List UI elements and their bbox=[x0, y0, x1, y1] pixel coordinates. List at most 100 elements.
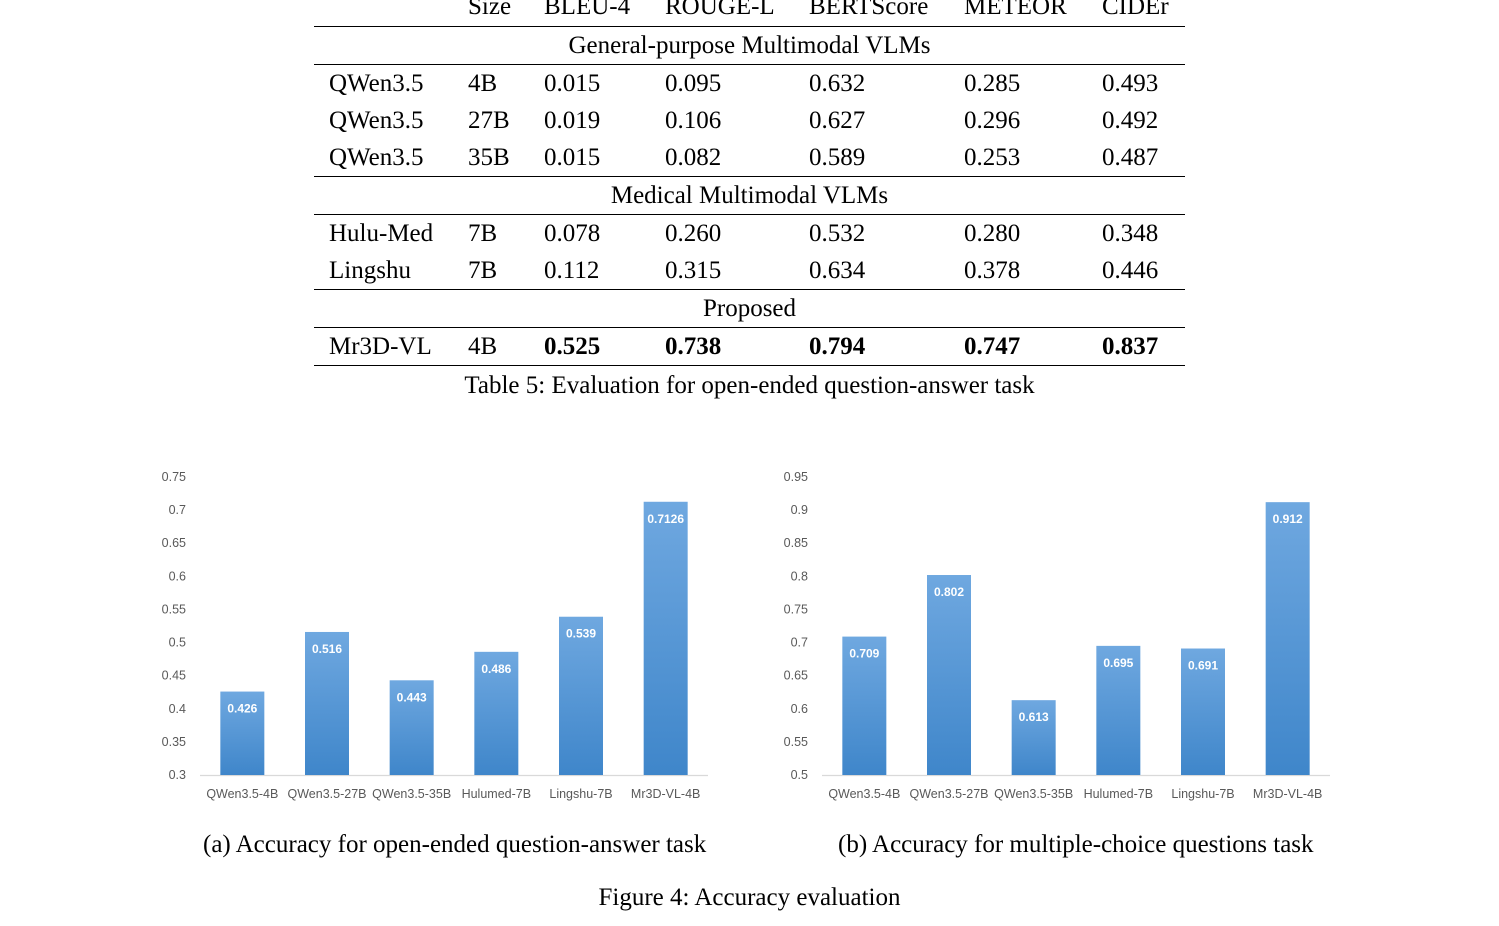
y-tick-label: 0.4 bbox=[169, 702, 186, 716]
results-table: Size BLEU-4 ROUGE-L BERTScore METEOR CID… bbox=[314, 0, 1185, 366]
section-title: Medical Multimodal VLMs bbox=[314, 176, 1185, 215]
cell-cider: 0.837 bbox=[1102, 327, 1185, 366]
cell-model: QWen3.5 bbox=[329, 107, 424, 134]
cell-bertscore: 0.632 bbox=[809, 70, 866, 97]
cell-bleu4: 0.015 bbox=[544, 139, 665, 177]
y-tick-label: 0.6 bbox=[791, 702, 808, 716]
cell-bleu4: 0.078 bbox=[544, 220, 601, 247]
y-tick-label: 0.7 bbox=[169, 503, 186, 517]
y-tick-label: 0.8 bbox=[791, 569, 808, 583]
cell-meteor: 0.747 bbox=[964, 327, 1102, 366]
cell-cider: 0.446 bbox=[1102, 252, 1185, 290]
cell-size: 7B bbox=[468, 252, 544, 290]
bar bbox=[474, 651, 519, 775]
cell-size: 4B bbox=[468, 327, 544, 366]
y-tick-label: 0.5 bbox=[169, 636, 186, 650]
cell-meteor: 0.296 bbox=[964, 107, 1021, 134]
header-bertscore: BERTScore bbox=[809, 0, 964, 27]
cell-bertscore: 0.532 bbox=[809, 220, 866, 247]
section-title-row: Proposed bbox=[314, 289, 1185, 328]
table-header-row: Size BLEU-4 ROUGE-L BERTScore METEOR CID… bbox=[314, 0, 1185, 27]
bar bbox=[1011, 700, 1056, 775]
table-caption: Table 5: Evaluation for open-ended quest… bbox=[464, 372, 1035, 399]
header-size: Size bbox=[468, 0, 544, 27]
cell-size: 35B bbox=[468, 139, 544, 177]
cell-bleu4: 0.019 bbox=[544, 107, 601, 134]
subfigure-caption-a: (a) Accuracy for open-ended question-ans… bbox=[203, 831, 707, 858]
section-title-row: Medical Multimodal VLMs bbox=[314, 176, 1185, 215]
y-tick-label: 0.5 bbox=[791, 768, 808, 782]
table-row: QWen3.5 4B 0.015 0.095 0.632 0.285 0.493 bbox=[314, 65, 1185, 103]
cell-size: 27B bbox=[468, 107, 510, 134]
cell-bleu4: 0.015 bbox=[544, 70, 601, 97]
cell-rougel: 0.260 bbox=[665, 220, 722, 247]
cell-model: QWen3.5 bbox=[314, 139, 468, 177]
x-tick-label: Mr3D-VL-4B bbox=[631, 787, 700, 801]
cell-bleu4: 0.112 bbox=[544, 252, 665, 290]
bar-data-label: 0.695 bbox=[1103, 656, 1133, 670]
table-row: QWen3.5 35B 0.015 0.082 0.589 0.253 0.48… bbox=[314, 139, 1185, 177]
bar-data-label: 0.613 bbox=[1019, 710, 1049, 724]
bar bbox=[927, 575, 971, 775]
x-tick-label: Hulumed-7B bbox=[462, 787, 531, 801]
bar-data-label: 0.516 bbox=[312, 642, 342, 656]
bar-data-label: 0.802 bbox=[934, 585, 964, 599]
chart-multiple-choice-accuracy: 0.5 0.55 0.6 0.65 0.7 0.75 0.8 0.85 0.9 0.95 0.709… bbox=[784, 470, 1330, 801]
cell-meteor: 0.285 bbox=[964, 70, 1021, 97]
cell-meteor: 0.253 bbox=[964, 139, 1102, 177]
bar bbox=[389, 680, 434, 775]
header-bleu4: BLEU-4 bbox=[544, 0, 665, 27]
y-tick-label: 0.75 bbox=[784, 602, 808, 616]
bar-data-label: 0.709 bbox=[849, 647, 879, 661]
figure-caption: Figure 4: Accuracy evaluation bbox=[598, 884, 901, 911]
bar bbox=[305, 631, 349, 775]
cell-size: 4B bbox=[468, 70, 498, 97]
cell-rougel: 0.738 bbox=[665, 327, 809, 366]
x-tick-label: QWen3.5-35B bbox=[372, 787, 451, 801]
cell-rougel: 0.082 bbox=[665, 139, 809, 177]
x-tick-label: QWen3.5-27B bbox=[288, 787, 367, 801]
y-tick-label: 0.9 bbox=[791, 503, 808, 517]
bar-data-label: 0.443 bbox=[397, 690, 427, 704]
cell-bertscore: 0.794 bbox=[809, 327, 964, 366]
x-tick-label: Lingshu-7B bbox=[1171, 787, 1234, 801]
cell-model: QWen3.5 bbox=[329, 70, 424, 97]
y-tick-label: 0.65 bbox=[784, 669, 808, 683]
y-tick-label: 0.75 bbox=[162, 470, 186, 484]
header-model bbox=[314, 0, 468, 27]
x-tick-label: QWen3.5-4B bbox=[206, 787, 278, 801]
cell-rougel: 0.106 bbox=[665, 107, 722, 134]
cell-model: Mr3D-VL bbox=[314, 327, 468, 366]
bar bbox=[1181, 648, 1225, 775]
table-row: QWen3.5 27B 0.019 0.106 0.627 0.296 0.49… bbox=[314, 102, 1185, 139]
bar bbox=[1096, 645, 1141, 775]
cell-cider: 0.493 bbox=[1102, 70, 1159, 97]
cell-cider: 0.348 bbox=[1102, 220, 1159, 247]
cell-bertscore: 0.634 bbox=[809, 252, 964, 290]
y-tick-label: 0.7 bbox=[791, 636, 808, 650]
cell-meteor: 0.280 bbox=[964, 220, 1021, 247]
subfigure-caption-b: (b) Accuracy for multiple-choice questio… bbox=[838, 831, 1314, 858]
y-tick-label: 0.35 bbox=[162, 735, 186, 749]
cell-model: Hulu-Med bbox=[329, 220, 434, 247]
y-tick-label: 0.55 bbox=[162, 602, 186, 616]
chart-open-ended-accuracy: 0.3 0.35 0.4 0.45 0.5 0.55 0.6 0.65 0.7 0.75 0.426… bbox=[162, 470, 708, 801]
cell-meteor: 0.378 bbox=[964, 252, 1102, 290]
bar-data-label: 0.691 bbox=[1188, 659, 1218, 673]
table-row: Mr3D-VL 4B 0.525 0.738 0.794 0.747 0.837 bbox=[314, 327, 1185, 366]
x-tick-label: QWen3.5-4B bbox=[828, 787, 900, 801]
bar bbox=[643, 501, 688, 775]
cell-bertscore: 0.589 bbox=[809, 139, 964, 177]
table-row: Lingshu 7B 0.112 0.315 0.634 0.378 0.446 bbox=[314, 252, 1185, 290]
bar bbox=[559, 616, 603, 775]
bar bbox=[1265, 502, 1310, 775]
section-title: General-purpose Multimodal VLMs bbox=[314, 26, 1185, 65]
cell-bertscore: 0.627 bbox=[809, 107, 866, 134]
x-tick-label: Lingshu-7B bbox=[549, 787, 612, 801]
y-tick-label: 0.55 bbox=[784, 735, 808, 749]
cell-bleu4: 0.525 bbox=[544, 327, 665, 366]
x-tick-label: QWen3.5-35B bbox=[994, 787, 1073, 801]
bar-data-label: 0.426 bbox=[227, 702, 257, 716]
section-title: Proposed bbox=[314, 289, 1185, 328]
x-tick-label: Mr3D-VL-4B bbox=[1253, 787, 1322, 801]
